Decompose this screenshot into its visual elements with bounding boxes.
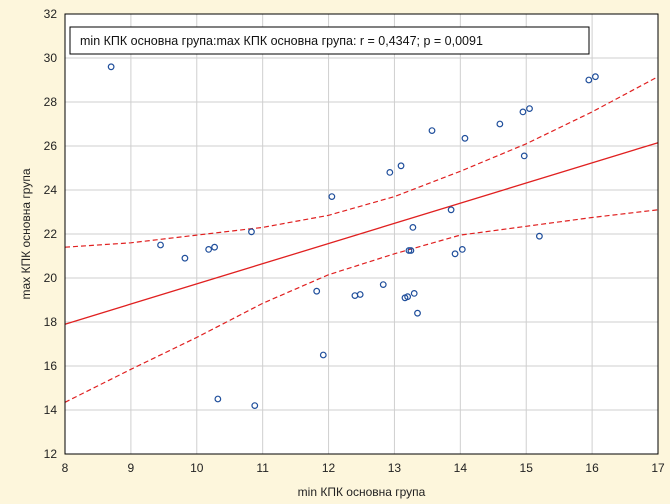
y-tick-label: 24 — [44, 183, 58, 197]
y-tick-label: 20 — [44, 271, 58, 285]
data-point — [319, 351, 327, 359]
y-tick-label: 28 — [44, 95, 58, 109]
x-tick-label: 14 — [454, 461, 468, 475]
data-points — [107, 63, 599, 410]
data-point — [379, 281, 387, 289]
data-point — [356, 291, 364, 298]
data-point — [461, 134, 469, 142]
data-point — [458, 245, 466, 253]
data-point — [386, 168, 394, 176]
data-point — [404, 293, 412, 301]
x-tick-label: 10 — [190, 461, 204, 475]
data-point — [248, 228, 255, 236]
data-point — [251, 402, 259, 410]
x-axis-label: min КПК основна група — [298, 485, 426, 499]
y-tick-label: 32 — [44, 7, 58, 21]
data-point — [205, 245, 213, 253]
y-tick-label: 16 — [44, 359, 58, 373]
data-point — [585, 76, 593, 84]
y-tick-label: 22 — [44, 227, 58, 241]
data-point — [410, 290, 418, 297]
x-tick-label: 16 — [585, 461, 599, 475]
data-point — [107, 63, 115, 71]
y-tick-label: 12 — [44, 447, 58, 461]
upper-confidence-line — [64, 76, 659, 248]
data-point — [536, 232, 543, 240]
data-point — [409, 223, 417, 231]
data-point — [414, 309, 421, 317]
data-point — [397, 162, 405, 170]
y-tick-label: 30 — [44, 51, 58, 65]
x-tick-label: 11 — [256, 461, 269, 475]
data-point — [157, 241, 164, 249]
data-point — [447, 206, 455, 214]
plot-frame — [64, 13, 659, 455]
data-point — [428, 127, 436, 135]
data-point — [407, 247, 415, 254]
data-point — [181, 254, 189, 262]
y-tick-label: 14 — [44, 403, 58, 417]
x-tick-label: 8 — [62, 461, 69, 475]
y-tick-label: 26 — [44, 139, 58, 153]
regression-line — [64, 142, 659, 325]
chart-title: min КПК основна група:max КПК основна гр… — [80, 34, 483, 48]
data-point — [526, 105, 533, 112]
data-point — [520, 152, 528, 160]
data-point — [211, 243, 218, 251]
legend-box: min КПК основна група:max КПК основна гр… — [69, 26, 590, 55]
lower-confidence-line — [64, 209, 659, 403]
data-point — [405, 247, 413, 254]
x-tick-labels: 8 9 10 11 12 13 14 15 16 17 — [62, 461, 665, 475]
data-point — [451, 250, 459, 258]
x-tick-label: 15 — [520, 461, 534, 475]
data-point — [328, 193, 336, 201]
data-point — [592, 73, 599, 81]
data-point — [214, 395, 222, 403]
data-point — [313, 287, 321, 295]
legend-frame — [69, 26, 590, 55]
data-point — [519, 108, 527, 116]
x-tick-label: 12 — [322, 461, 336, 475]
y-axis-label: max КПК основна група — [19, 168, 33, 299]
x-tick-label: 9 — [128, 461, 135, 475]
x-tick-label: 13 — [388, 461, 402, 475]
x-tick-label: 17 — [651, 461, 665, 475]
fit-line — [64, 142, 659, 325]
confidence-band — [64, 76, 659, 403]
data-point — [496, 120, 504, 128]
y-tick-labels: 12 14 16 18 20 22 24 26 28 30 32 — [44, 7, 58, 461]
y-tick-label: 18 — [44, 315, 58, 329]
